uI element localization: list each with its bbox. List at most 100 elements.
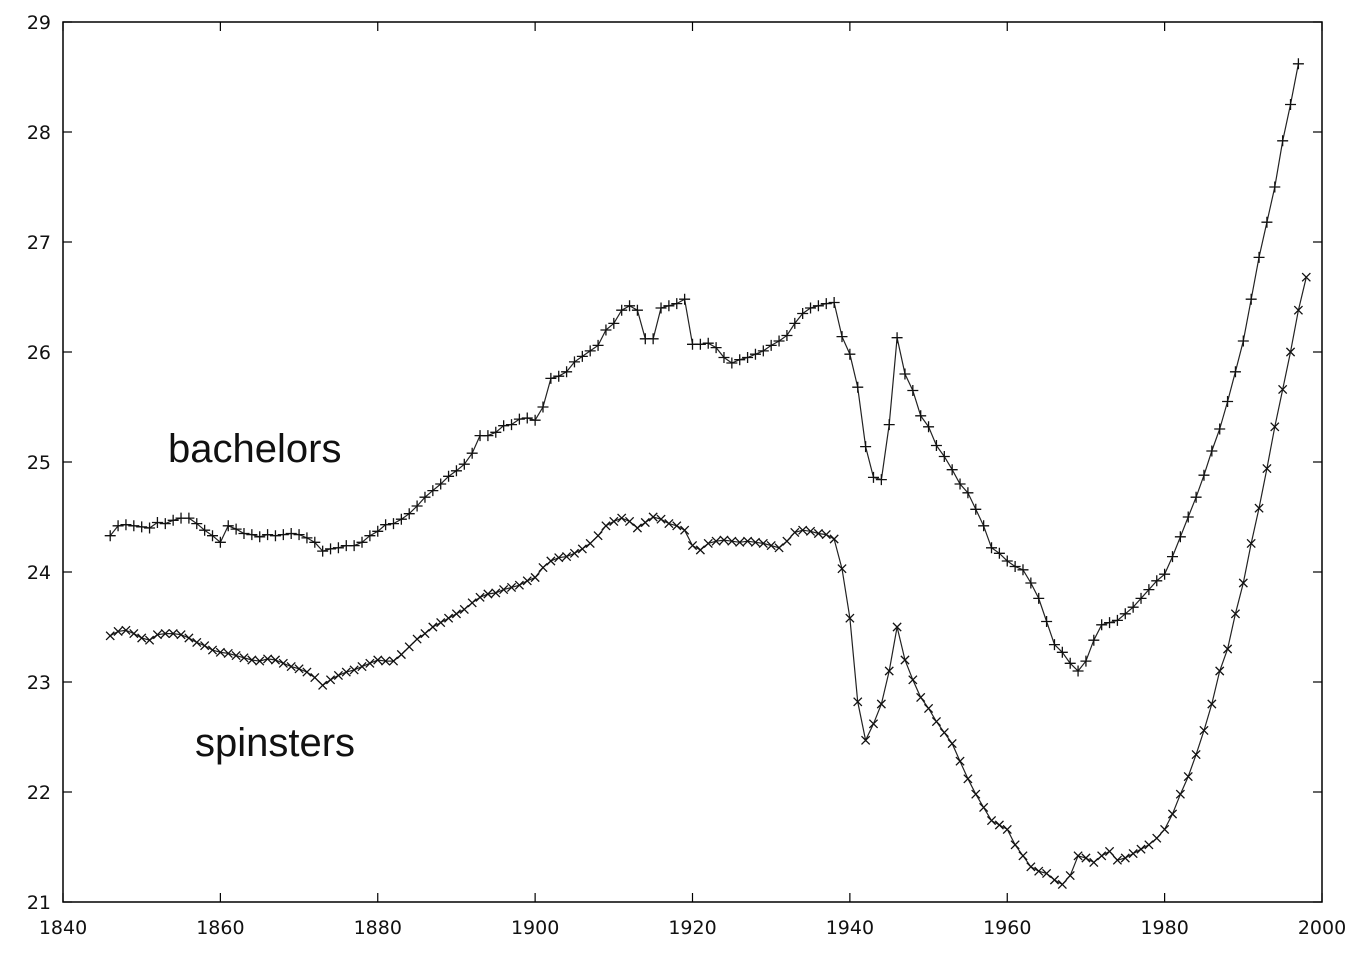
bachelors-point xyxy=(364,530,376,542)
series-bachelors xyxy=(104,58,1304,677)
x-tick-label: 1920 xyxy=(668,917,716,939)
bachelors-point xyxy=(702,337,714,349)
bachelors-point xyxy=(332,542,344,554)
bachelors-point xyxy=(553,370,565,382)
spinsters-point xyxy=(1042,868,1052,878)
bachelors-point xyxy=(254,531,266,543)
bachelors-point xyxy=(325,543,337,555)
spinsters-point xyxy=(333,670,343,680)
spinsters-point xyxy=(1238,578,1248,588)
bachelors-point xyxy=(773,335,785,347)
bachelors-point xyxy=(631,304,643,316)
spinsters-point xyxy=(325,675,336,685)
spinsters-point xyxy=(278,658,288,668)
spinsters-point xyxy=(105,631,115,641)
bachelors-point xyxy=(1072,665,1084,677)
spinsters-point xyxy=(341,667,351,677)
spinsters-point xyxy=(1136,844,1146,854)
spinsters-point xyxy=(577,544,587,554)
spinsters-point xyxy=(798,525,808,535)
bachelors-point xyxy=(309,536,321,548)
bachelors-point xyxy=(1041,616,1053,627)
spinsters-point xyxy=(443,613,454,623)
spinsters-point xyxy=(144,635,155,645)
bachelors-point xyxy=(419,491,431,503)
y-tick-label: 24 xyxy=(27,562,51,584)
bachelors-point xyxy=(592,339,604,351)
spinsters-point xyxy=(1097,851,1107,861)
bachelors-point xyxy=(1048,639,1060,651)
spinsters-point xyxy=(569,548,580,558)
spinsters-point xyxy=(467,598,477,608)
bachelors-point xyxy=(986,542,998,554)
bachelors-point xyxy=(443,470,455,482)
bachelors-point xyxy=(836,331,848,343)
spinsters-point xyxy=(1144,840,1154,850)
bachelors-point xyxy=(136,521,148,533)
spinsters-point xyxy=(1167,809,1178,819)
y-tick-label: 22 xyxy=(27,782,51,804)
x-tick-label: 1840 xyxy=(39,917,87,939)
bachelors-point xyxy=(663,300,675,312)
bachelors-point xyxy=(915,410,927,422)
bachelors-point xyxy=(655,302,667,314)
spinsters-label: spinsters xyxy=(195,721,355,765)
x-tick-label: 1940 xyxy=(826,917,874,939)
spinsters-point xyxy=(263,654,273,664)
spinsters-point xyxy=(593,531,603,541)
bachelors-point xyxy=(1009,561,1021,572)
spinsters-point xyxy=(357,662,367,672)
bachelors-point xyxy=(923,421,935,433)
bachelors-point xyxy=(1064,657,1076,669)
spinsters-point xyxy=(617,513,627,523)
bachelors-point xyxy=(1277,135,1289,147)
spinsters-point xyxy=(302,667,312,677)
spinsters-point xyxy=(1049,875,1060,885)
y-tick-label: 23 xyxy=(27,672,51,694)
spinsters-point xyxy=(813,528,823,539)
spinsters-point xyxy=(247,655,257,665)
spinsters-point xyxy=(562,552,572,562)
spinsters-point xyxy=(522,576,532,586)
spinsters-point xyxy=(310,673,320,683)
spinsters-point xyxy=(853,697,863,707)
spinsters-point xyxy=(664,519,674,529)
spinsters-point xyxy=(1270,422,1280,432)
spinsters-point xyxy=(821,530,831,540)
bachelors-point xyxy=(1119,608,1131,620)
bachelors-point xyxy=(726,357,738,369)
bachelors-point xyxy=(1237,335,1249,347)
spinsters-point xyxy=(192,637,202,647)
bachelors-point xyxy=(450,465,462,477)
bachelors-point xyxy=(207,530,219,542)
bachelors-point xyxy=(797,308,809,319)
spinsters-point xyxy=(1285,347,1296,357)
spinsters-point xyxy=(971,789,981,799)
spinsters-point xyxy=(900,655,910,665)
bachelors-point xyxy=(167,514,179,526)
spinsters-point xyxy=(1081,853,1091,863)
spinsters-point xyxy=(270,655,281,665)
bachelors-point xyxy=(490,426,502,438)
spinsters-point xyxy=(286,662,296,672)
bachelors-point xyxy=(1025,577,1037,589)
bachelors-point xyxy=(427,485,439,497)
bachelors-point xyxy=(506,419,518,431)
bachelors-point xyxy=(946,464,958,476)
spinsters-point xyxy=(1207,699,1217,709)
bachelors-point xyxy=(679,293,691,305)
spinsters-point xyxy=(365,658,375,668)
bachelors-point xyxy=(568,356,580,368)
bachelors-point xyxy=(1222,396,1234,407)
bachelors-point xyxy=(372,525,384,537)
spinsters-point xyxy=(931,717,942,727)
bachelors-point xyxy=(978,520,990,532)
bachelors-point xyxy=(293,529,305,541)
spinsters-point xyxy=(207,645,218,655)
spinsters-point xyxy=(758,538,768,548)
bachelors-point xyxy=(1127,601,1139,613)
spinsters-point xyxy=(656,514,666,524)
spinsters-point xyxy=(231,651,241,661)
bachelors-point xyxy=(789,317,801,329)
spinsters-point xyxy=(373,655,383,665)
